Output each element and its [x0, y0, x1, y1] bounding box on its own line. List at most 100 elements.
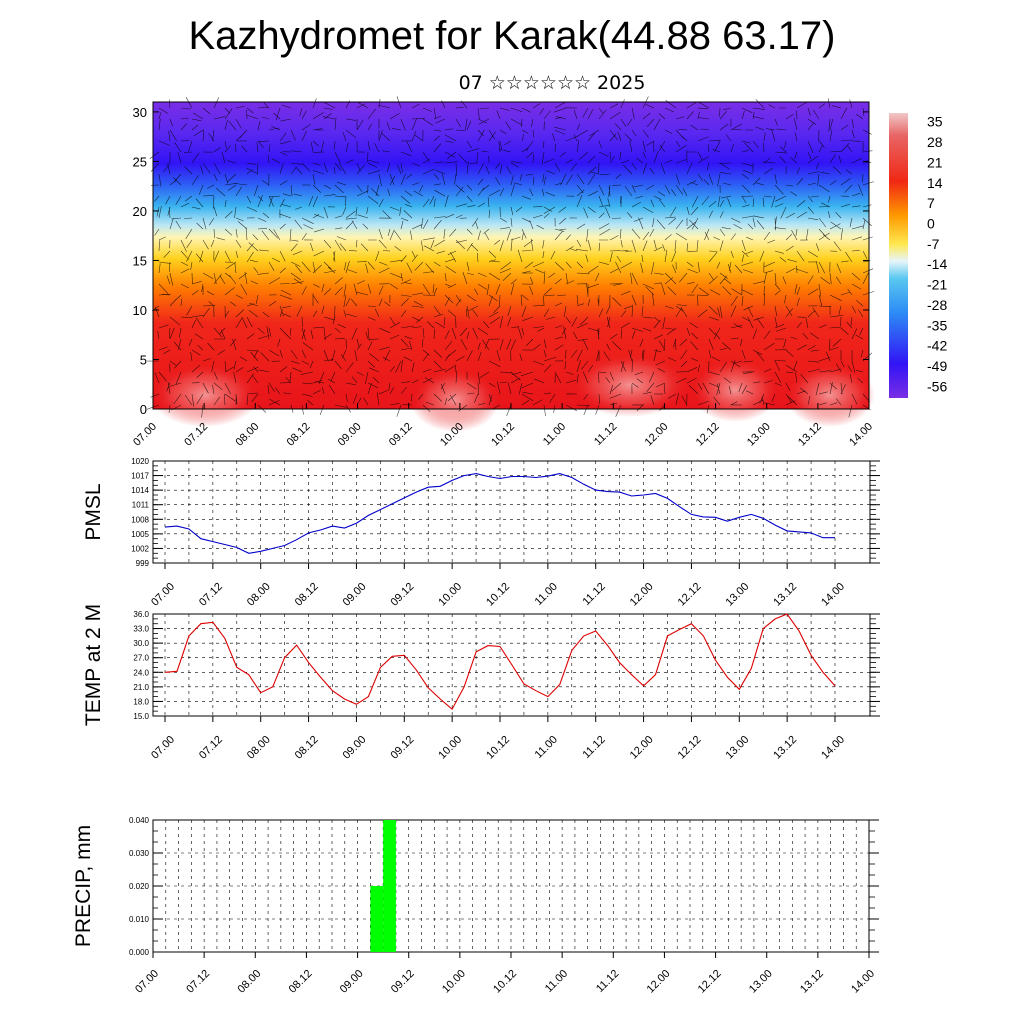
x-tick-label: 09.00	[341, 734, 369, 762]
heatmap-fill	[153, 102, 869, 409]
chart-title: Kazhydromet for Karak(44.88 63.17)	[188, 14, 836, 58]
x-tick-label: 07.00	[149, 734, 177, 762]
x-tick-label: 07.12	[197, 581, 225, 609]
temp-line	[164, 613, 836, 711]
x-tick-label: 11.12	[594, 968, 621, 995]
x-tick-label: 08.12	[293, 734, 321, 762]
x-tick-label: 11.00	[541, 421, 568, 448]
colorbar-label: -56	[927, 378, 947, 394]
x-tick-label: 07.12	[184, 968, 212, 996]
x-tick-label: 13.12	[771, 581, 799, 609]
colorbar-label: -49	[927, 358, 947, 374]
x-tick-label: 11.00	[543, 968, 570, 995]
x-tick-label: 12.12	[676, 734, 704, 762]
y-tick-label: 1008	[131, 515, 149, 524]
x-tick-label: 08.12	[285, 421, 313, 449]
hot-spot	[150, 363, 260, 427]
x-tick-label: 13.00	[723, 581, 751, 609]
colorbar-label: 35	[927, 114, 943, 130]
y-tick-label: 0.040	[129, 816, 150, 825]
x-tick-label: 11.12	[580, 581, 607, 608]
x-tick-label: 10.12	[484, 734, 512, 762]
y-tick-label: 20	[133, 204, 147, 219]
x-tick-label: 14.00	[819, 581, 847, 609]
colorbar-label: -42	[927, 338, 947, 354]
x-tick-label: 12.00	[628, 734, 656, 762]
x-tick-label: 11.12	[580, 734, 607, 761]
colorbar-label: -21	[927, 277, 947, 293]
x-tick-label: 09.12	[387, 421, 415, 449]
y-tick-label: 999	[136, 559, 150, 568]
y-tick-label: 15.0	[133, 712, 149, 721]
x-tick-label: 09.00	[341, 581, 369, 609]
x-tick-label: 08.00	[245, 581, 273, 609]
x-tick-label: 12.00	[645, 968, 673, 996]
chart-subtitle: 07 ☆☆☆☆☆☆ 2025	[458, 72, 646, 94]
plot-frame	[152, 460, 871, 564]
y-tick-label: 25	[133, 154, 147, 169]
wind-vectors	[146, 96, 875, 418]
x-tick-label: 12.12	[676, 581, 704, 609]
colorbar-label: -7	[927, 236, 940, 252]
x-tick-label: 07.00	[149, 581, 177, 609]
y-tick-label: 18.0	[133, 697, 149, 706]
x-tick-label: 08.00	[245, 734, 273, 762]
hot-spot	[570, 353, 690, 417]
x-tick-label: 12.00	[628, 581, 656, 609]
colorbar-label: 0	[927, 216, 935, 232]
x-tick-label: 11.00	[533, 734, 560, 761]
x-tick-label: 09.12	[388, 734, 416, 762]
y-tick-label: 1002	[131, 544, 149, 553]
x-tick-label: 13.00	[723, 734, 751, 762]
y-tick-label: 0	[140, 402, 147, 417]
x-tick-label: 11.00	[533, 581, 560, 608]
hot-spot	[690, 358, 780, 422]
y-tick-label: 15	[133, 253, 147, 268]
y-tick-label: 30.0	[133, 639, 149, 648]
x-tick-label: 14.00	[819, 734, 847, 762]
pmsl-line	[164, 473, 835, 554]
y-tick-label: 27.0	[133, 654, 149, 663]
colorbar-label: 28	[927, 134, 943, 150]
colorbar-label: -35	[927, 317, 947, 333]
x-tick-label: 10.00	[436, 581, 464, 609]
x-tick-label: 11.12	[592, 421, 619, 448]
x-tick-label: 12.12	[696, 968, 724, 996]
y-tick-label: 1014	[131, 486, 149, 495]
x-tick-label: 08.12	[287, 968, 315, 996]
y-tick-label: 10	[133, 303, 147, 318]
hot-spot	[785, 363, 875, 427]
x-tick-label: 10.12	[489, 421, 517, 449]
y-tick-label: 0.030	[129, 849, 150, 858]
colorbar-label: 14	[927, 175, 943, 191]
y-tick-label: 24.0	[133, 668, 149, 677]
y-tick-label: 1017	[131, 472, 149, 481]
x-tick-label: 09.12	[388, 581, 416, 609]
x-tick-label: 13.12	[798, 968, 826, 996]
x-tick-label: 13.00	[747, 968, 775, 996]
y-tick-label: 21.0	[133, 683, 149, 692]
y-tick-label: 0.010	[129, 915, 150, 924]
x-tick-label: 10.00	[436, 734, 464, 762]
colorbar-label: -28	[927, 297, 947, 313]
y-axis-label: PRECIP, mm	[72, 825, 95, 947]
colorbar-label: -14	[927, 256, 947, 272]
x-tick-label: 10.12	[491, 968, 519, 996]
precip-bar	[370, 886, 384, 952]
precip-bar	[383, 820, 396, 952]
x-tick-label: 13.12	[771, 734, 799, 762]
x-tick-label: 08.00	[233, 421, 261, 449]
y-tick-label: 5	[140, 352, 147, 367]
x-tick-label: 09.00	[338, 968, 366, 996]
x-tick-label: 07.12	[197, 734, 225, 762]
x-tick-label: 09.00	[336, 421, 364, 449]
y-tick-label: 1011	[132, 501, 150, 510]
x-tick-label: 14.00	[847, 421, 875, 449]
colorbar	[889, 113, 908, 398]
x-tick-label: 08.00	[235, 968, 263, 996]
x-tick-label: 07.00	[133, 968, 161, 996]
x-tick-label: 09.12	[389, 968, 417, 996]
x-tick-label: 10.00	[440, 968, 468, 996]
